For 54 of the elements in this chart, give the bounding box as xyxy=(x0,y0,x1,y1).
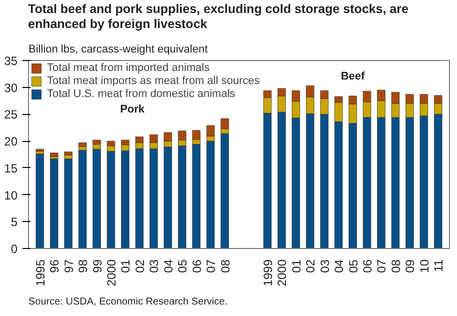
bar xyxy=(64,158,72,248)
bar xyxy=(220,133,229,248)
x-tick-label: 04 xyxy=(161,259,176,273)
x-tick-label: 06 xyxy=(360,259,375,273)
x-tick-label: 99 xyxy=(90,259,104,273)
x-tick-label: 1995 xyxy=(33,259,48,286)
legend-label: Total U.S. meat from domestic animals xyxy=(47,88,236,100)
legend-label: Total meat from imported animals xyxy=(47,62,210,74)
x-tick-label: 10 xyxy=(417,259,432,273)
legend-label: Total meat imports as meat from all sources xyxy=(47,75,260,87)
x-tick-label: 1999 xyxy=(260,259,275,286)
y-tick-label: 35 xyxy=(4,54,18,68)
chart-subtitle: Billion lbs, carcass-weight equivalent xyxy=(28,44,208,56)
bar xyxy=(78,150,87,248)
x-tick-label: 05 xyxy=(176,259,190,273)
bar xyxy=(36,148,44,152)
bar xyxy=(206,140,215,248)
y-tick-label: 15 xyxy=(4,161,18,176)
x-tick-label: 07 xyxy=(204,259,218,273)
x-tick-label: 97 xyxy=(62,259,76,273)
source-note: Source: USDA, Economic Research Service. xyxy=(28,296,228,308)
x-tick-label: 07 xyxy=(374,259,389,273)
x-tick-label: 02 xyxy=(304,259,318,273)
y-tick-label: 25 xyxy=(4,108,18,122)
bar xyxy=(92,148,101,248)
x-tick-label: 03 xyxy=(147,259,162,273)
x-tick-label: 06 xyxy=(190,259,204,273)
y-tick-label: 20 xyxy=(4,134,18,149)
x-tick-label: 05 xyxy=(346,259,360,273)
x-tick-label: 96 xyxy=(48,259,62,273)
y-tick-label: 0 xyxy=(10,242,18,256)
x-tick-label: 02 xyxy=(132,259,147,273)
x-tick-label: 03 xyxy=(318,259,332,273)
annotation: Pork xyxy=(120,103,146,116)
x-tick-label: 09 xyxy=(403,259,418,273)
x-tick-label: 01 xyxy=(118,259,133,273)
x-tick-label: 08 xyxy=(218,259,232,273)
x-tick-label: 04 xyxy=(332,259,346,273)
bar xyxy=(50,158,58,248)
x-tick-label: 11 xyxy=(432,259,446,272)
chart-title: Total beef and pork supplies, excluding cold storage stocks, are enhanced by foreign livestock xyxy=(28,2,410,32)
x-tick-label: 2000 xyxy=(275,259,290,286)
x-tick-label: 98 xyxy=(76,259,90,273)
bar xyxy=(36,154,44,248)
y-tick-label: 30 xyxy=(4,80,18,95)
x-tick-label: 01 xyxy=(289,259,304,273)
x-tick-label: 2000 xyxy=(104,259,118,286)
x-tick-label: 08 xyxy=(388,259,403,273)
y-tick-label: 5 xyxy=(10,215,18,230)
y-tick-label: 10 xyxy=(4,188,18,202)
bar xyxy=(78,142,87,147)
annotation: Beef xyxy=(340,70,366,83)
bar xyxy=(50,152,58,157)
bar xyxy=(64,152,72,156)
